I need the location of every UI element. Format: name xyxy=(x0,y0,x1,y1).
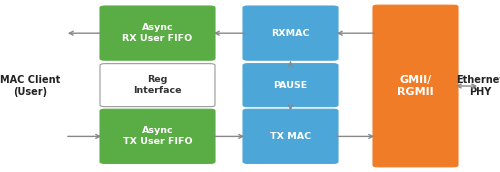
Text: Async
RX User FIFO: Async RX User FIFO xyxy=(122,23,192,43)
FancyBboxPatch shape xyxy=(100,109,215,163)
FancyBboxPatch shape xyxy=(373,5,458,167)
Text: PAUSE: PAUSE xyxy=(274,81,308,90)
FancyBboxPatch shape xyxy=(243,6,338,60)
Text: Async
TX User FIFO: Async TX User FIFO xyxy=(122,126,192,146)
FancyBboxPatch shape xyxy=(100,6,215,60)
FancyBboxPatch shape xyxy=(243,64,338,107)
Text: MAC Client
(User): MAC Client (User) xyxy=(0,75,60,97)
Text: Ethernet
PHY: Ethernet PHY xyxy=(456,75,500,97)
Text: GMII/
RGMII: GMII/ RGMII xyxy=(397,75,434,97)
FancyBboxPatch shape xyxy=(100,64,215,107)
Text: RXMAC: RXMAC xyxy=(271,29,310,38)
Text: Reg
Interface: Reg Interface xyxy=(133,75,182,95)
FancyBboxPatch shape xyxy=(243,109,338,163)
Text: TX MAC: TX MAC xyxy=(270,132,311,141)
